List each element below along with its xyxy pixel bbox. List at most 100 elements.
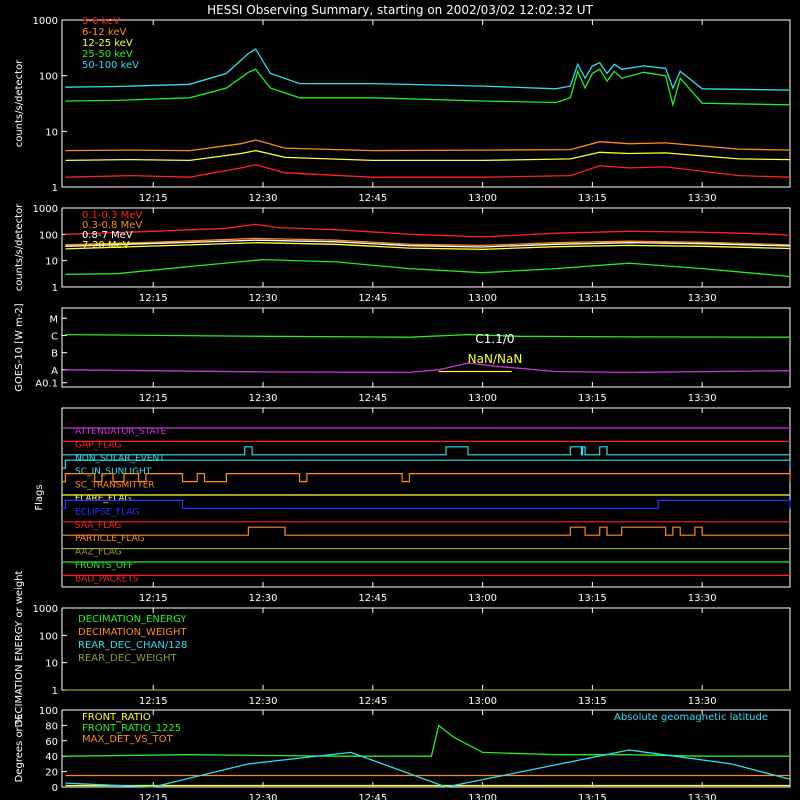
panel-decimation-xtick-label: 12:15 [139, 696, 168, 707]
panel-decimation-xtick-label: 12:30 [249, 696, 278, 707]
ratios-legend-0: FRONT_RATIO [82, 712, 151, 723]
panel-decimation-ytick-label: 1 [52, 686, 58, 697]
flag-line-3 [62, 459, 791, 469]
panel-decimation-legend-0: DECIMATION_ENERGY [78, 614, 187, 625]
panel-high-energy-series-2 [65, 239, 791, 248]
panel-decimation-xtick-label: 13:30 [688, 696, 717, 707]
panel-decimation-ytick-label: 100 [39, 631, 58, 642]
panel-decimation-legend-2: REAR_DEC_CHAN/128 [78, 640, 187, 651]
panel-ratios-ytick-label: 20 [45, 768, 58, 779]
flag-label-10: FRONTS_OFF [75, 561, 133, 571]
panel-ratios: 12:15 12:30 12:45 13:00 13:15 13:30 0 20 40 60 80 1… [14, 706, 791, 800]
panel-ratios-series-3 [65, 749, 791, 788]
flag-label-0: ATTENUATOR_STATE [75, 427, 167, 437]
panel-high-energy-ytick-label: 10 [45, 257, 58, 268]
panel-low-energy-legend-3: 25-50 keV [82, 49, 133, 60]
panel-low-energy-legend-0: 3-6 keV [82, 16, 120, 27]
panel-ratios-xtick-label: 12:15 [139, 793, 168, 800]
panel-ratios-xtick-label: 12:45 [358, 793, 387, 800]
panel-goes-ytick-label: M [49, 314, 58, 325]
panel-high-energy-xtick-label: 13:15 [578, 293, 607, 304]
panel-goes-xtick-label: 13:15 [578, 393, 607, 404]
panel-high-energy-legend-2: 0.8-7 MeV [82, 230, 133, 241]
panel-low-energy-series-3 [65, 68, 791, 108]
panel-flags-xtick-label: 13:15 [578, 593, 607, 604]
figure-title: HESSI Observing Summary, starting on 200… [207, 3, 593, 17]
flag-label-4: SC_TRANSMITTER [75, 481, 155, 491]
panel-high-energy-series-1 [65, 237, 791, 247]
panel-goes-xtick-label: 12:30 [249, 393, 278, 404]
panel-low-energy-xtick-label: 13:15 [578, 193, 607, 204]
panel-goes-ytick-label: A [51, 366, 58, 377]
panel-ratios-series-1 [65, 724, 790, 757]
panel-goes-ylabel: GOES-10 [W m-2] [14, 303, 25, 391]
panel-decimation-legend-3: REAR_DEC_WEIGHT [78, 653, 177, 664]
panel-decimation-xtick-label: 13:15 [578, 696, 607, 707]
panel-goes-xtick-label: 13:30 [688, 393, 717, 404]
panel-flags: 12:15 12:30 12:45 13:00 13:15 13:30 Flags ATTEN… [34, 407, 791, 604]
panel-high-energy: 12:15 12:30 12:45 13:00 13:15 13:30 1 10 100 1000… [14, 203, 791, 304]
panel-high-energy-frame [61, 207, 791, 288]
panel-ratios-ytick-label: 80 [45, 721, 58, 732]
panel-low-energy-ytick-label: 1 [52, 183, 58, 194]
flag-label-11: BAD_PACKETS [75, 574, 139, 584]
panel-flags-xtick-label: 12:45 [358, 593, 387, 604]
flag-label-2: NON_SOLAR_EVENT [75, 454, 165, 464]
flag-label-7: SAA_FLAG [75, 521, 121, 531]
panel-ratios-ytick-label: 40 [45, 752, 58, 763]
panel-goes-series-0 [65, 333, 791, 338]
panel-goes-series-1 [65, 362, 791, 374]
panel-goes-ytick-label: A0.1 [35, 379, 58, 390]
panel-ratios-ytick-label: 100 [39, 706, 58, 717]
flag-line-2 [62, 446, 790, 456]
goes-ratio-annotation: NaN/NaN [468, 352, 523, 366]
flag-line-8 [62, 526, 790, 536]
flag-label-8: PARTICLE_FLAG [75, 534, 145, 544]
panel-high-energy-xtick-label: 13:30 [688, 293, 717, 304]
panel-low-energy-series-1 [65, 139, 791, 152]
panel-low-energy-ytick-label: 100 [39, 72, 58, 83]
panel-high-energy-xtick-label: 12:30 [249, 293, 278, 304]
panel-goes-frame [61, 307, 791, 388]
ratios-legend-2: MAX_DET_VS_TOT [82, 734, 174, 745]
panel-flags-xtick-label: 12:15 [139, 593, 168, 604]
panel-decimation-xtick-label: 13:00 [468, 696, 497, 707]
panel-high-energy-legend-1: 0.3-0.8 MeV [82, 220, 142, 231]
panel-low-energy-series-2 [65, 149, 791, 162]
panel-goes-xtick-label: 12:15 [139, 393, 168, 404]
panel-low-energy-xtick-label: 12:45 [358, 193, 387, 204]
panel-low-energy-xtick-label: 12:30 [249, 193, 278, 204]
panel-low-energy-legend-4: 50-100 keV [82, 60, 139, 71]
panel-ratios-xtick-label: 13:00 [468, 793, 497, 800]
panel-low-energy-xtick-label: 13:30 [688, 193, 717, 204]
panel-low-energy-frame [61, 19, 791, 188]
flag-label-5: FLARE_FLAG [75, 494, 131, 504]
panel-high-energy-series-3 [65, 242, 791, 250]
panel-low-energy: 12:15 12:30 12:45 13:00 13:15 13:30 1 10 100 1000… [14, 16, 791, 204]
panel-goes-ytick-label: C [51, 331, 58, 342]
panel-high-energy-legend-0: 0.1-0.3 MeV [82, 210, 142, 221]
panel-decimation-ylabel: DECIMATION ENERGY or weight [14, 570, 25, 727]
panel-high-energy-ytick-label: 1 [52, 283, 58, 294]
panel-ratios-xtick-label: 13:30 [688, 793, 717, 800]
panel-decimation-legend-1: DECIMATION_WEIGHT [78, 627, 187, 638]
flag-line-4 [62, 473, 791, 483]
panel-low-energy-series-0 [65, 164, 791, 178]
panel-low-energy-ytick-label: 10 [45, 127, 58, 138]
panel-high-energy-series-0 [65, 223, 791, 238]
panel-decimation: 12:15 12:30 12:45 13:00 13:15 13:30 1 10 100 1000… [14, 570, 791, 727]
panel-high-energy-legend-3: 7-20 MeV [82, 240, 130, 251]
panel-high-energy-xtick-label: 12:45 [358, 293, 387, 304]
flag-label-6: ECLIPSE_FLAG [75, 507, 139, 517]
panel-decimation-xtick-label: 12:45 [358, 696, 387, 707]
panel-high-energy-ytick-label: 100 [39, 230, 58, 241]
panel-goes-xtick-label: 12:45 [358, 393, 387, 404]
panel-low-energy-legend-1: 6-12 keV [82, 27, 126, 38]
panel-high-energy-xtick-label: 12:15 [139, 293, 168, 304]
flag-label-1: GAP_FLAG [75, 440, 121, 450]
panel-decimation-ytick-label: 10 [45, 659, 58, 670]
flag-label-9: AAZ_FLAG [75, 548, 122, 558]
